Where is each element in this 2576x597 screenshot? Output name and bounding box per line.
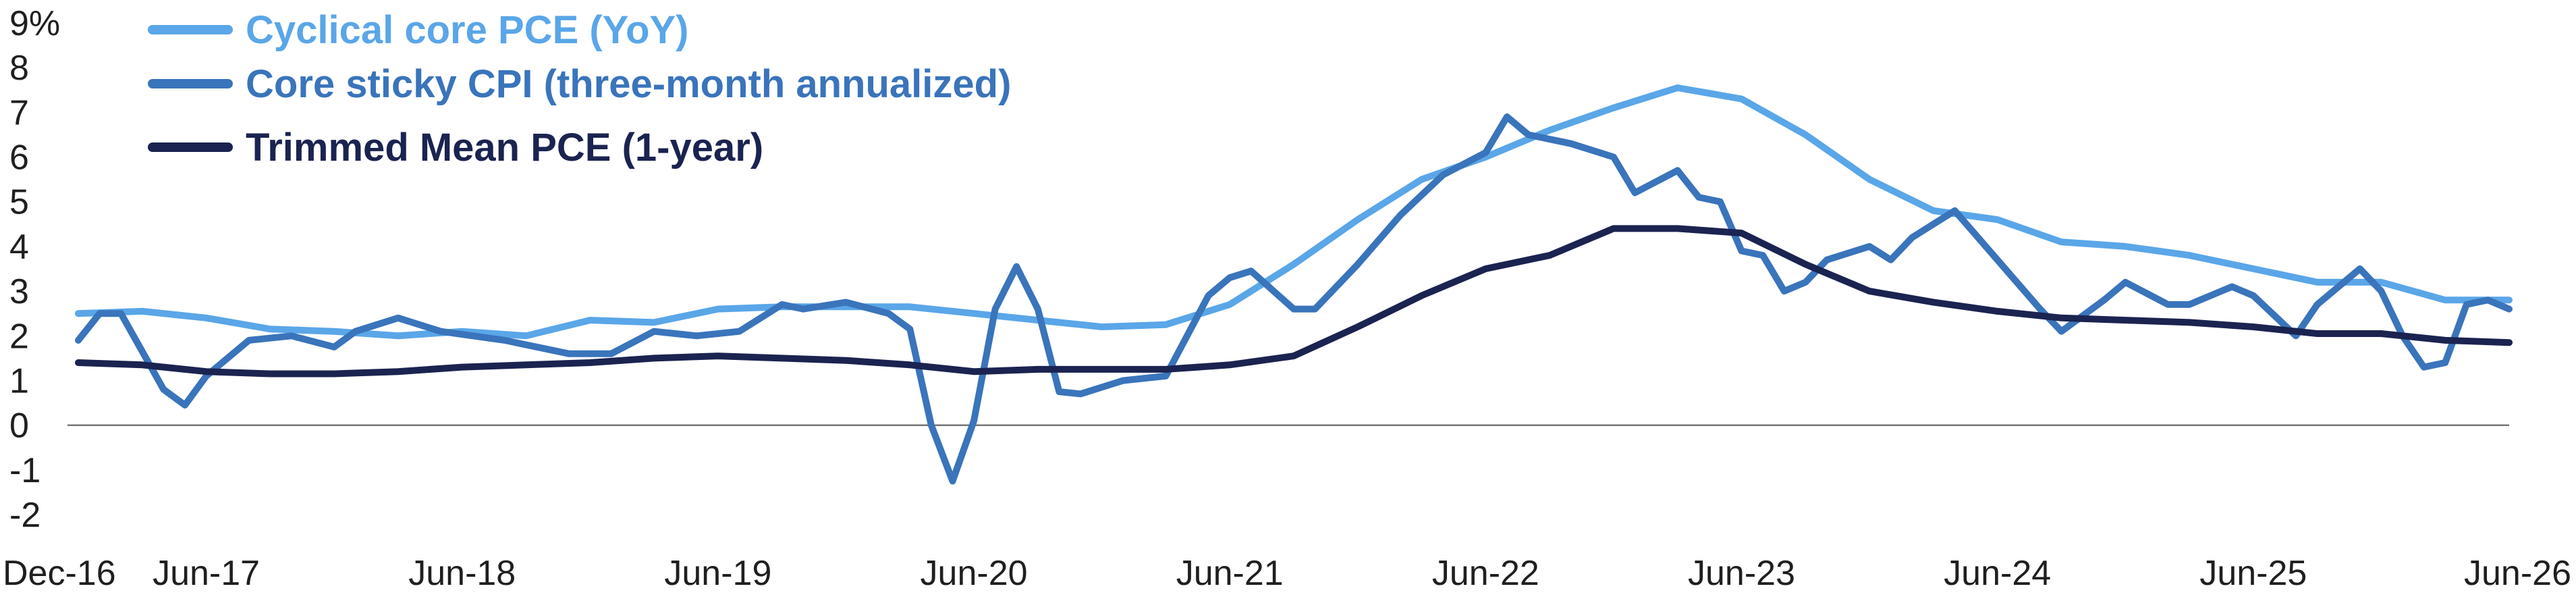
y-tick-label: 4 [9,228,29,267]
legend-label-3: Trimmed Mean PCE (1-year) [246,126,763,170]
y-tick-label: -2 [9,496,40,535]
x-tick-label: Jun-22 [1432,554,1539,593]
y-tick-label: 3 [9,272,29,311]
x-tick-label: Dec-16 [3,554,116,593]
y-tick-label: 5 [9,183,29,222]
x-tick-label: Jun-23 [1688,554,1795,593]
y-axis-tick-labels: -2 -1 0 1 2 3 4 5 6 7 8 9% [9,4,60,535]
x-tick-label: Jun-26 [2464,554,2571,593]
legend-label-2: Core sticky CPI (three-month annualized) [246,62,1011,106]
x-tick-label: Jun-19 [664,554,771,593]
series-line-1 [75,84,2513,340]
x-tick-label: Jun-25 [2199,554,2307,593]
series-line-3 [75,225,2513,378]
y-tick-label: 6 [9,138,29,178]
legend: Cyclical core PCE (YoY) Core sticky CPI (… [148,8,1011,170]
y-tick-label: 0 [9,407,29,446]
x-tick-label: Jun-21 [1176,554,1284,593]
y-tick-label: 2 [9,317,29,356]
x-axis-tick-labels: Dec-16 Jun-17 Jun-18 Jun-19 Jun-20 Jun-21 Jun-… [3,554,2571,593]
series-lines [75,84,2513,485]
series-line-2 [75,113,2513,485]
y-tick-label: 8 [9,49,29,88]
x-tick-label: Jun-20 [921,554,1028,593]
x-tick-label: Jun-17 [153,554,260,593]
y-tick-label: 7 [9,93,29,132]
y-tick-label: 1 [9,361,29,400]
x-tick-label: Jun-18 [408,554,516,593]
y-tick-label: -1 [9,451,40,490]
y-tick-label: 9% [9,4,60,43]
legend-label-1: Cyclical core PCE (YoY) [246,8,689,52]
x-tick-label: Jun-24 [1944,554,2051,593]
